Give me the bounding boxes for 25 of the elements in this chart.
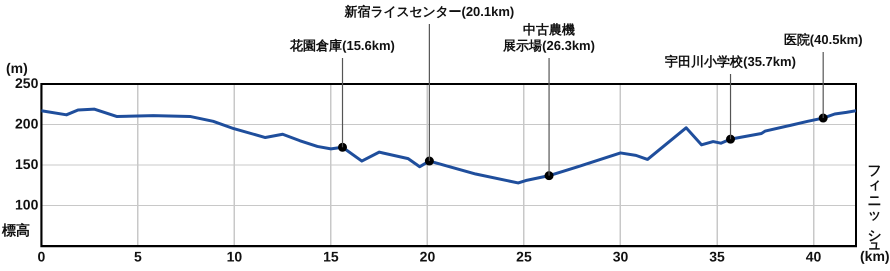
x-tick-label: 25 <box>516 248 532 264</box>
x-tick-label: 10 <box>226 248 242 264</box>
x-tick-label: 5 <box>134 248 142 264</box>
y-tick-label: 100 <box>15 196 39 213</box>
annotation: 医院(40.5km) <box>784 32 863 48</box>
y-tick-label: 200 <box>15 115 39 132</box>
x-tick-label: 35 <box>709 248 726 264</box>
x-tick-label: 30 <box>612 248 628 264</box>
annotation: 中古農機展示場(26.3km) <box>502 22 595 54</box>
text: フィニッシュ <box>867 156 883 252</box>
x-tick-label: 0 <box>37 248 46 264</box>
point <box>424 156 434 166</box>
point <box>544 171 554 180</box>
text: 標高 <box>2 222 30 240</box>
x-tick-label: 20 <box>420 248 436 264</box>
annotation: 花園倉庫(15.6km) <box>289 38 395 54</box>
y-axis-title: (m) <box>6 60 28 76</box>
x-tick-label: 15 <box>323 248 339 264</box>
point <box>338 142 348 152</box>
point <box>726 134 736 144</box>
annotation: 宇田川小学校(35.7km) <box>665 54 796 70</box>
annotation: 新宿ライスセンター(20.1km) <box>344 4 514 20</box>
y-tick-label: 150 <box>15 156 39 172</box>
y-tick-label: 250 <box>15 74 39 91</box>
x-tick-label: 40 <box>806 248 822 264</box>
